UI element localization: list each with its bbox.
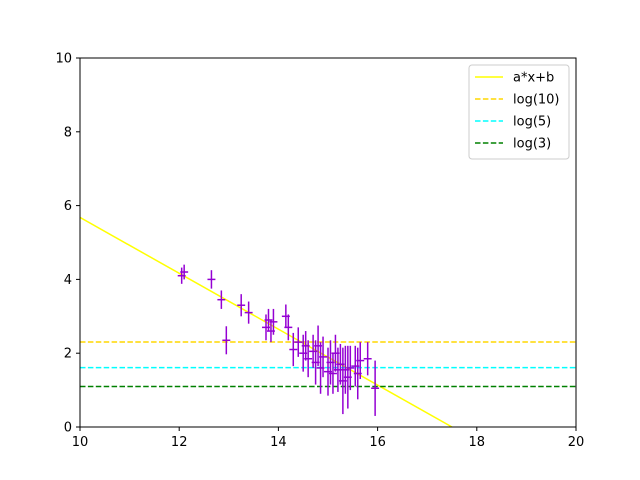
y-tick-label-1: 2 [64, 347, 72, 362]
data-point-37 [371, 360, 380, 416]
data-point-32 [346, 345, 355, 391]
data-point-3 [217, 290, 226, 309]
data-point-36 [363, 342, 372, 376]
y-tick-label-2: 4 [64, 273, 72, 288]
x-tick-label-4: 18 [469, 435, 486, 450]
data-point-10 [269, 308, 278, 335]
plot-area [80, 216, 576, 427]
x-tick-label-2: 14 [270, 435, 287, 450]
legend-label-1: log(10) [513, 93, 560, 108]
data-point-25 [328, 353, 337, 394]
y-tick-label-0: 0 [64, 421, 72, 436]
legend: a*x+b log(10) log(5) log(3) [468, 64, 570, 160]
data-point-4 [222, 326, 231, 355]
legend-box [468, 64, 570, 160]
x-tick-label-0: 10 [72, 435, 89, 450]
data-point-17 [304, 340, 313, 378]
data-point-13 [289, 332, 298, 367]
y-tick-label-5: 10 [55, 52, 72, 67]
y-tick-label-4: 8 [64, 125, 72, 140]
data-point-6 [244, 301, 253, 324]
y-tick-label-3: 6 [64, 199, 72, 214]
data-point-2 [207, 270, 216, 289]
axes: 10 12 14 16 18 20 0 2 4 6 8 10 [55, 52, 584, 451]
data-point-5 [237, 294, 246, 317]
x-tick-label-5: 20 [568, 435, 585, 450]
data-point-1 [180, 264, 189, 280]
data-point-14 [294, 327, 303, 357]
data-point-12 [284, 314, 293, 341]
legend-label-2: log(5) [513, 115, 551, 130]
x-tick-label-3: 16 [369, 435, 386, 450]
data-point-35 [356, 342, 365, 380]
legend-label-0: a*x+b [513, 71, 554, 86]
x-tick-label-1: 12 [171, 435, 188, 450]
data-point-22 [319, 336, 328, 378]
legend-label-3: log(3) [513, 137, 551, 152]
axes-frame [79, 57, 577, 428]
